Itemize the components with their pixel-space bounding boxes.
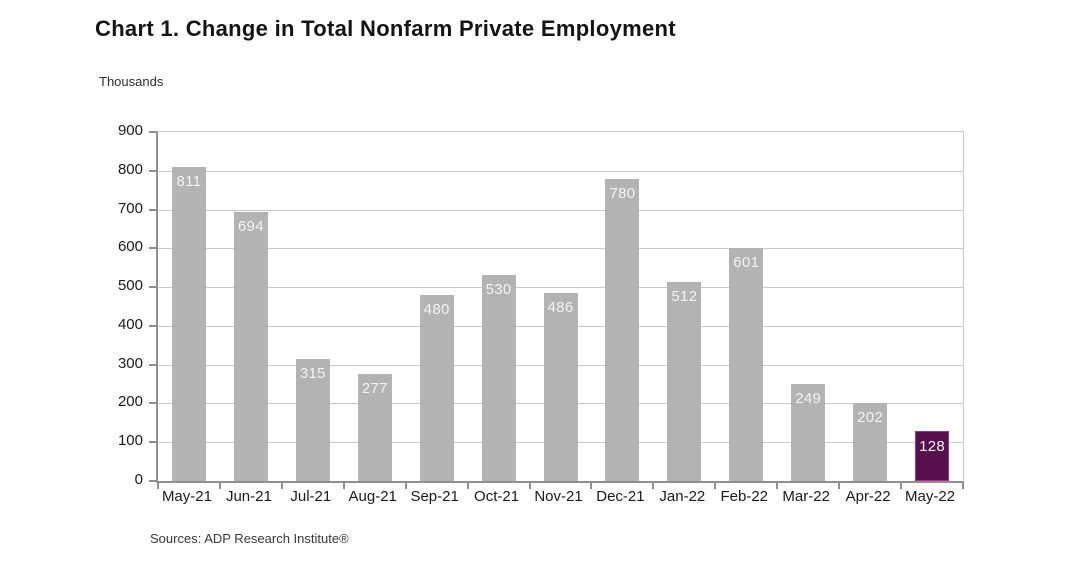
y-axis-tick-700 (149, 208, 156, 211)
bar-Aug-21: 277 (357, 373, 392, 481)
x-axis-tick (776, 483, 779, 489)
y-axis-tick-label: 600 (117, 238, 143, 256)
bar-Sep-21: 480 (419, 294, 454, 481)
x-axis-label-Nov-21: Nov-21 (534, 488, 583, 505)
x-axis-tick (280, 483, 283, 489)
y-axis-tick-100 (149, 441, 156, 444)
bar-value-label: 694 (237, 217, 264, 235)
bar-May-21: 811 (171, 166, 206, 481)
gridline-800 (158, 170, 963, 172)
y-axis-tick-label: 0 (134, 471, 143, 488)
bar-May-22: 128 (915, 431, 950, 481)
y-axis-tick-300 (149, 363, 156, 366)
bar-Oct-21: 530 (481, 275, 516, 481)
y-axis-tick-500 (149, 286, 156, 289)
x-axis-label-Aug-21: Aug-21 (348, 488, 397, 505)
bar-Nov-21: 486 (543, 292, 578, 481)
bar-value-label: 480 (423, 300, 450, 318)
y-axis-tick-label: 500 (117, 277, 143, 295)
bar-value-label: 512 (671, 288, 698, 306)
gridline-500 (158, 287, 963, 289)
bar-Jul-21: 315 (295, 358, 330, 481)
bar-Dec-21: 780 (605, 178, 640, 481)
y-axis-tick-label: 400 (117, 315, 143, 333)
bar-value-label: 128 (919, 438, 945, 456)
bar-value-label: 780 (609, 184, 636, 202)
bar-value-label: 486 (547, 298, 574, 316)
gridline-700 (158, 209, 963, 211)
y-axis-tick-200 (149, 402, 156, 405)
x-axis-labels: May-21 Jun-21 Jul-21 Aug-21 Sep-21 Oct-21 Nov-… (156, 488, 961, 508)
x-axis-tick (342, 483, 345, 489)
x-axis-tick (404, 483, 407, 489)
y-axis-tick-label: 300 (117, 354, 143, 372)
bar-value-label: 202 (857, 408, 884, 426)
y-axis-tick-label: 100 (117, 432, 143, 450)
chart-title: Chart 1. Change in Total Nonfarm Private… (95, 16, 676, 41)
y-axis-tick-label: 700 (117, 199, 143, 217)
x-axis-label-Oct-21: Oct-21 (474, 488, 520, 505)
bar-Feb-22: 601 (729, 247, 764, 481)
x-axis-label-Jul-21: Jul-21 (290, 488, 332, 505)
x-axis-tick (714, 483, 717, 489)
x-axis-tick (900, 483, 903, 489)
x-axis-tick (652, 483, 655, 489)
bar-Jun-21: 694 (233, 211, 268, 481)
x-axis-label-May-21: May-21 (161, 488, 212, 505)
x-axis-label-Dec-21: Dec-21 (596, 488, 645, 505)
bar-Mar-22: 249 (791, 384, 826, 481)
bar-Jan-22: 512 (667, 282, 702, 481)
plot-area: 811 694 315 277 480 530 486 780 512 601 249 202 128 (149, 131, 964, 489)
x-axis-label-May-22: May-22 (905, 488, 956, 505)
x-axis-tick (962, 483, 964, 489)
y-axis-tick-label: 200 (117, 393, 143, 411)
x-axis-tick (218, 483, 221, 489)
x-axis-label-Jun-21: Jun-21 (225, 488, 272, 505)
bar-value-label: 277 (361, 379, 388, 397)
x-axis-tick (590, 483, 593, 489)
bar-value-label: 315 (299, 364, 326, 382)
bar-value-label: 601 (733, 253, 760, 271)
source-note: Sources: ADP Research Institute® (150, 531, 349, 546)
bar-Apr-22: 202 (853, 402, 888, 481)
y-axis-units-label: Thousands (99, 74, 164, 89)
gridline-600 (158, 248, 963, 250)
y-axis-tick-900 (149, 131, 156, 133)
x-axis-label-Jan-22: Jan-22 (659, 488, 706, 505)
x-axis-label-Mar-22: Mar-22 (782, 488, 830, 505)
bar-value-label: 249 (795, 390, 822, 408)
x-axis-label-Apr-22: Apr-22 (845, 488, 891, 505)
bar-value-label: 811 (176, 172, 202, 190)
x-axis-tick (838, 483, 841, 489)
y-axis-tick-400 (149, 324, 156, 327)
y-axis-tick-label: 900 (117, 122, 143, 139)
x-axis-tick (157, 483, 159, 489)
y-axis-tick-800 (149, 169, 156, 172)
x-axis-tick (466, 483, 469, 489)
y-axis-tick-0 (149, 480, 156, 482)
y-axis-tick-label: 800 (117, 160, 143, 178)
x-axis-label-Feb-22: Feb-22 (720, 488, 769, 505)
x-axis-label-Sep-21: Sep-21 (410, 488, 459, 505)
bar-value-label: 530 (485, 281, 512, 299)
y-axis-tick-600 (149, 247, 156, 250)
y-axis-labels: 0 100 200 300 400 500 600 700 800 900 (90, 122, 143, 488)
x-axis-tick (528, 483, 531, 489)
